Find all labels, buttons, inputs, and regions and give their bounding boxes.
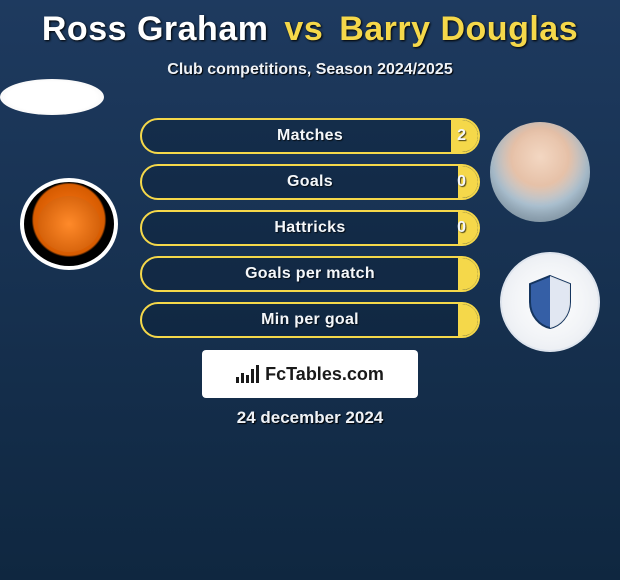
stat-label: Matches [142,120,478,152]
stat-row: Matches2 [140,118,480,154]
stat-value-right: 2 [457,120,466,152]
shield-icon [520,272,580,332]
player2-club-crest [500,252,600,352]
chart-icon [236,365,259,383]
player1-name: Ross Graham [42,10,269,48]
page-title: Ross Graham vs Barry Douglas [0,0,620,49]
stats-rows: Matches2Goals0Hattricks0Goals per matchM… [140,118,480,348]
stat-value-right: 0 [457,166,466,198]
stat-value-right: 0 [457,212,466,244]
player2-avatar [490,122,590,222]
brand-box[interactable]: FcTables.com [202,350,418,398]
stat-row: Hattricks0 [140,210,480,246]
stat-row: Goals per match [140,256,480,292]
stat-row: Min per goal [140,302,480,338]
brand-text: FcTables.com [265,364,384,385]
stat-row: Goals0 [140,164,480,200]
player1-avatar [0,79,104,115]
subtitle: Club competitions, Season 2024/2025 [0,61,620,79]
stat-label: Goals [142,166,478,198]
vs-text: vs [284,10,323,48]
stat-label: Hattricks [142,212,478,244]
player2-name: Barry Douglas [339,10,578,48]
stat-label: Min per goal [142,304,478,336]
stat-label: Goals per match [142,258,478,290]
date-text: 24 december 2024 [0,408,620,428]
player1-club-crest [20,178,118,270]
